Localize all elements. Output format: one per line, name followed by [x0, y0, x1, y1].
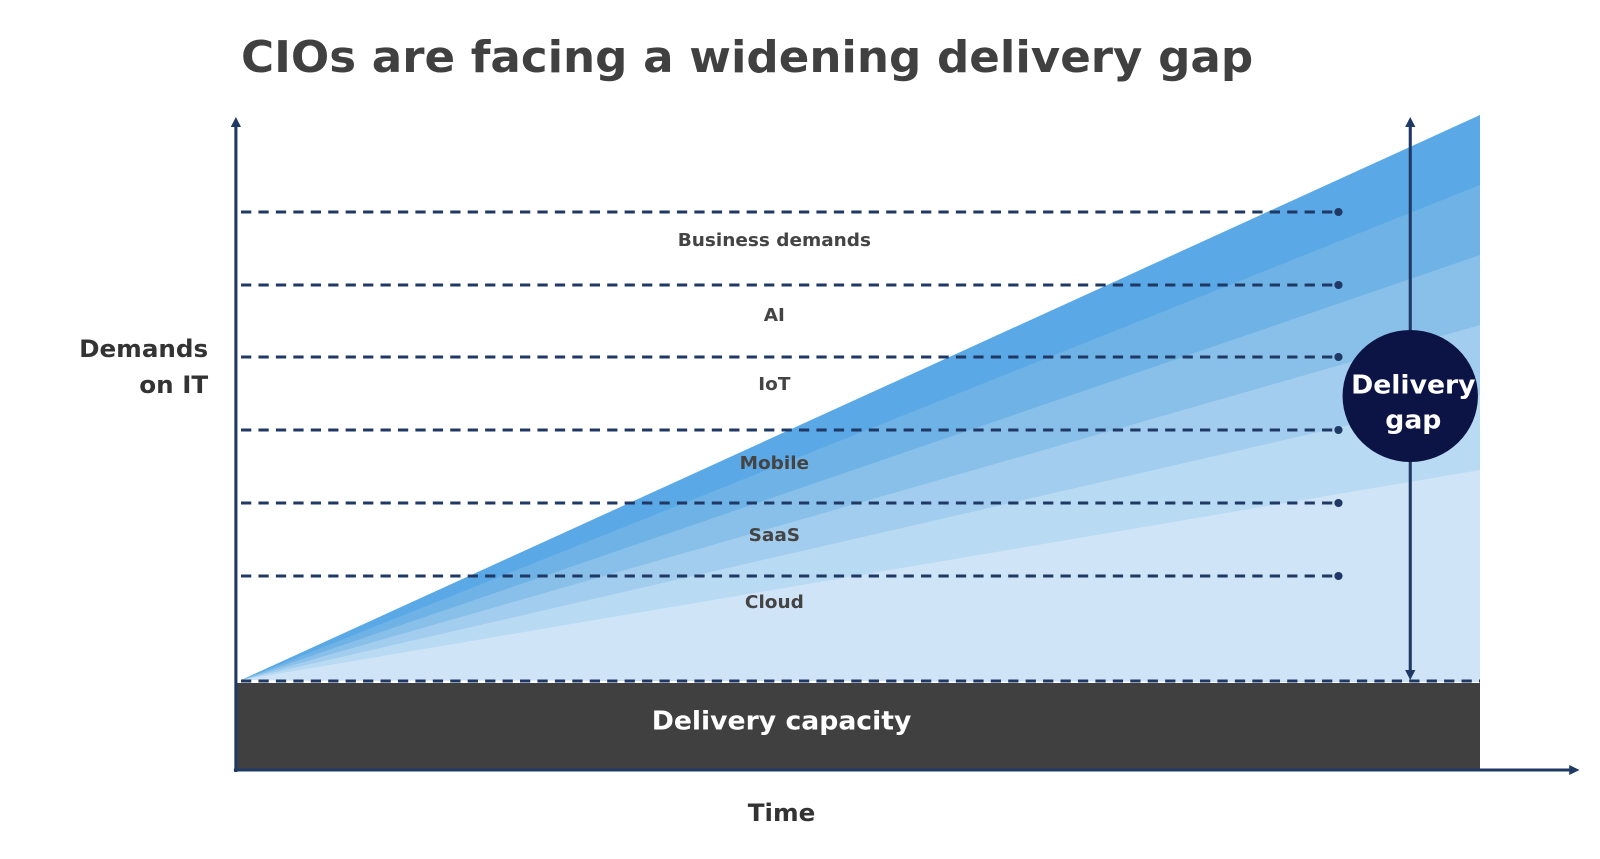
- layer-label: SaaS: [749, 525, 800, 546]
- x-axis-label: Time: [748, 798, 816, 827]
- gap-circle: [1342, 330, 1478, 462]
- gap-label: gap: [1385, 406, 1441, 436]
- capacity-bar: [235, 683, 1480, 770]
- dot: [1334, 281, 1343, 289]
- layer-label: Business demands: [678, 230, 871, 251]
- capacity-label: Delivery capacity: [652, 707, 912, 737]
- layer-label: Mobile: [740, 453, 809, 474]
- y-axis-label: Demands: [79, 334, 208, 363]
- dot: [1334, 572, 1343, 580]
- dot: [1334, 353, 1343, 361]
- title: CIOs are facing a widening delivery gap: [241, 31, 1253, 82]
- layer-lines: [241, 208, 1480, 683]
- dot: [1334, 499, 1343, 507]
- demand-wedges: [241, 115, 1480, 682]
- gap-label: Delivery: [1351, 371, 1475, 401]
- y-axis-label: on IT: [139, 370, 208, 399]
- layer-label: Cloud: [745, 592, 804, 613]
- dot: [1334, 426, 1343, 434]
- layer-label: AI: [764, 305, 785, 326]
- layer-label: IoT: [758, 374, 791, 395]
- dot: [1334, 208, 1343, 216]
